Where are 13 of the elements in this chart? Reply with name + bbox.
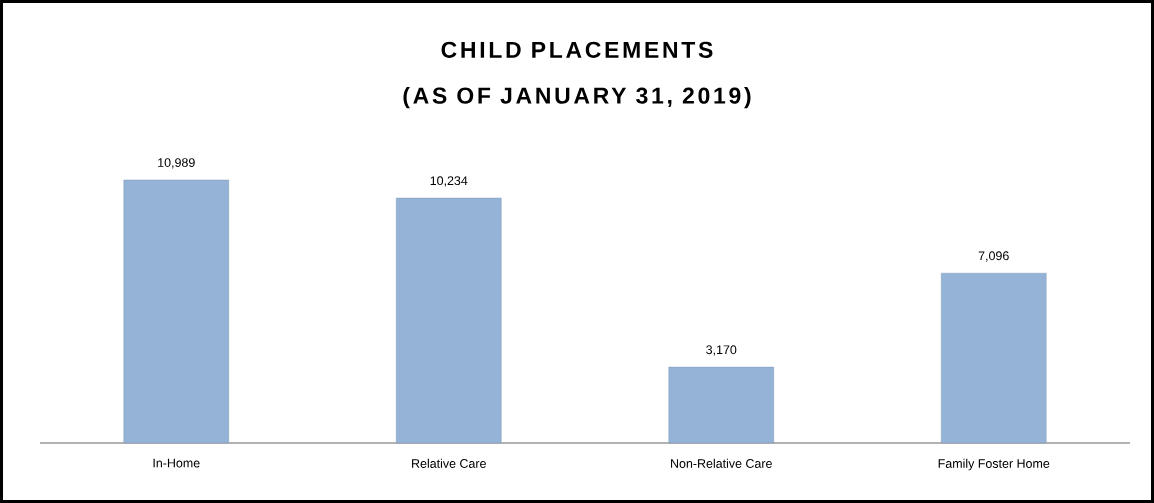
bar (123, 179, 229, 444)
data-label: 10,989 (158, 158, 195, 169)
x-tick-label: Family Foster Home (938, 458, 1050, 471)
x-tick-label: Non-Relative Care (671, 458, 772, 468)
bar (396, 197, 502, 444)
chart-title: CHILD PLACEMENTS (AS OF JANUARY 31, 2019) (403, 41, 751, 109)
bar (668, 366, 774, 444)
bar (941, 272, 1047, 444)
x-tick-label: Relative Care (412, 458, 486, 468)
data-label: 10,234 (430, 176, 468, 187)
data-label: 7,096 (978, 251, 1009, 262)
x-tick-label: In-Home (153, 458, 200, 468)
data-label: 3,170 (706, 345, 737, 356)
